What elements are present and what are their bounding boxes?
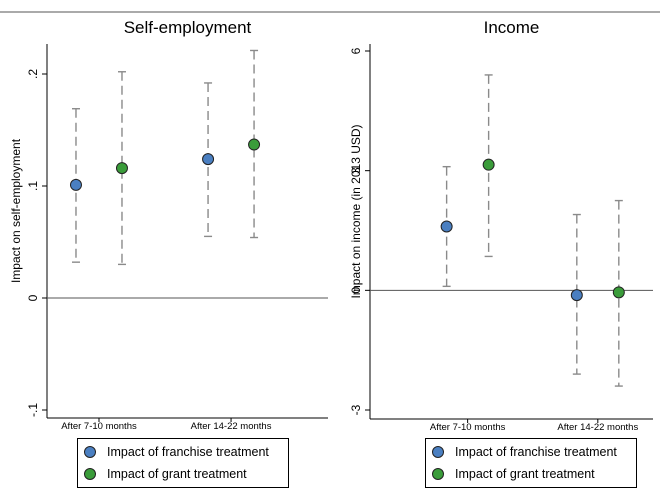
y-tick-label: -.1 bbox=[26, 403, 40, 417]
point-estimate bbox=[115, 162, 128, 175]
legend-item: Impact of franchise treatment bbox=[78, 445, 269, 459]
chart-title: Self-employment bbox=[124, 18, 252, 37]
point-estimate bbox=[202, 153, 215, 166]
x-tick-label: After 7-10 months bbox=[430, 422, 506, 430]
point-estimate bbox=[69, 178, 82, 191]
income-chart: Income Impact on income (in 2013 USD) -3 0 3… bbox=[330, 11, 660, 430]
y-tick-label: .1 bbox=[26, 181, 40, 191]
point-estimate bbox=[612, 286, 625, 299]
chart-title: Income bbox=[484, 18, 540, 37]
y-tick-label: 0 bbox=[26, 294, 40, 301]
legend-marker bbox=[432, 468, 444, 480]
self-employment-legend: Impact of franchise treatment Impact of g… bbox=[77, 438, 289, 488]
y-tick-label: -3 bbox=[349, 404, 363, 415]
point-estimate bbox=[570, 289, 583, 302]
legend-label: Impact of grant treatment bbox=[107, 467, 247, 481]
legend-marker bbox=[432, 446, 444, 458]
y-axis-label: Impact on self-employment bbox=[9, 138, 23, 283]
y-tick-label: 6 bbox=[349, 47, 363, 54]
x-tick-label: After 14-22 months bbox=[191, 421, 272, 430]
point-estimate bbox=[248, 138, 261, 151]
x-tick-label: After 14-22 months bbox=[557, 422, 638, 430]
point-estimate bbox=[440, 220, 453, 233]
legend-marker bbox=[84, 468, 96, 480]
legend-label: Impact of franchise treatment bbox=[107, 445, 269, 459]
y-tick-label: .2 bbox=[26, 69, 40, 79]
legend-item: Impact of grant treatment bbox=[78, 467, 247, 481]
point-estimate bbox=[482, 158, 495, 171]
y-tick-label: 3 bbox=[349, 167, 363, 174]
legend-marker bbox=[84, 446, 96, 458]
legend-item: Impact of grant treatment bbox=[426, 467, 595, 481]
y-axis-label: Impact on income (in 2013 USD) bbox=[349, 124, 363, 298]
income-legend: Impact of franchise treatment Impact of g… bbox=[425, 438, 637, 488]
legend-item: Impact of franchise treatment bbox=[426, 445, 617, 459]
x-tick-label: After 7-10 months bbox=[61, 421, 137, 430]
self-employment-chart: Self-employment Impact on self-employment… bbox=[0, 11, 330, 430]
legend-label: Impact of grant treatment bbox=[455, 467, 595, 481]
legend-label: Impact of franchise treatment bbox=[455, 445, 617, 459]
y-tick-label: 0 bbox=[349, 287, 363, 294]
